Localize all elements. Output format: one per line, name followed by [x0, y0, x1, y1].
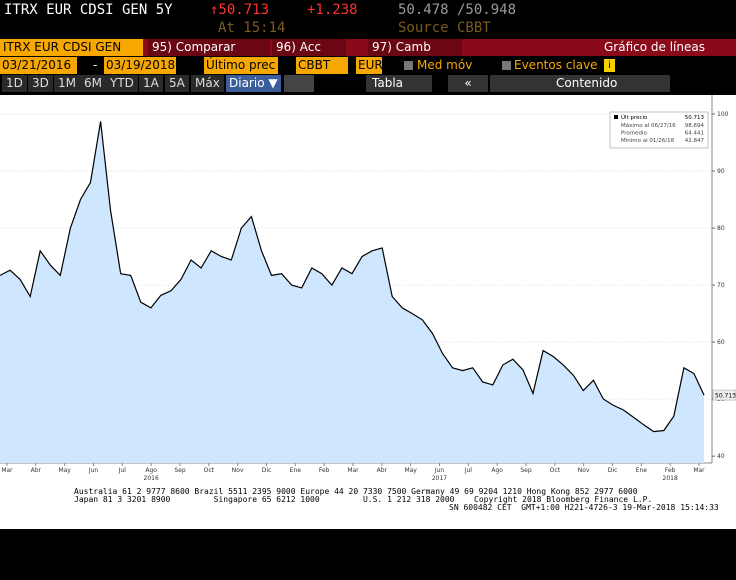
- end-date[interactable]: 03/19/2018: [104, 57, 176, 74]
- x-tick-label: Ene: [636, 467, 648, 474]
- area: [0, 121, 704, 464]
- toolbar: ITRX EUR CDSI GEN 95) Comparar 96) Acc 9…: [0, 39, 736, 56]
- content[interactable]: Contenido: [490, 75, 670, 92]
- period[interactable]: Máx: [191, 75, 224, 92]
- separator: -: [93, 58, 98, 72]
- x-tick-label: Oct: [204, 467, 215, 474]
- moving-average[interactable]: Med móv: [417, 58, 473, 72]
- legend-label: Últ precio: [621, 114, 648, 121]
- period[interactable]: 3D: [28, 75, 53, 92]
- button[interactable]: 97) Camb: [368, 39, 462, 56]
- x-tick-label: Jun: [88, 467, 99, 474]
- x-tick-label: Jul: [464, 467, 473, 474]
- time: At 15:14: [218, 20, 286, 36]
- footer-line: Japan 81 3 3201 8900 Singapore 65 6212 1…: [74, 495, 455, 504]
- year-label: 2016: [144, 475, 159, 482]
- x-tick-label: May: [404, 467, 417, 474]
- security[interactable]: ITRX EUR CDSI GEN: [0, 39, 143, 56]
- x-tick-label: Dic: [608, 467, 618, 474]
- y-tick-label: 60: [717, 339, 725, 346]
- x-tick-label: Nov: [578, 467, 590, 474]
- footer: Australia 61 2 9777 8600 Brazil 5511 239…: [0, 485, 736, 529]
- button[interactable]: 95) Comparar: [148, 39, 270, 56]
- year-label: 2018: [663, 475, 678, 482]
- source: Source CBBT: [398, 20, 491, 36]
- x-tick-label: Jul: [118, 467, 127, 474]
- legend-value: 98.694: [685, 123, 705, 129]
- footer-line: SN 600482 CET GMT+1:00 H221-4726-3 19-Ma…: [449, 503, 719, 512]
- x-tick-label: Feb: [665, 467, 676, 474]
- footer-line: Australia 61 2 9777 8600 Brazil 5511 239…: [74, 487, 638, 496]
- y-tick-label: 70: [717, 282, 725, 289]
- legend: Últ precio 50.713 Máximo al 06/27/16 98.694…: [609, 111, 709, 149]
- bid-ask: 50.478 /50.948: [398, 2, 517, 18]
- frequency[interactable]: Diario ▼: [226, 75, 281, 92]
- table[interactable]: Tabla: [366, 75, 432, 92]
- line: [0, 121, 705, 433]
- checkbox[interactable]: [502, 61, 511, 70]
- x-tick-label: Ene: [290, 467, 302, 474]
- chart-icon[interactable]: [284, 75, 314, 92]
- legend-swatch: [614, 115, 618, 119]
- legend-box: [609, 111, 709, 149]
- footer-line: Copyright 2018 Bloomberg Finance L.P.: [474, 495, 653, 504]
- screen: {"header":{"ticker":"ITRX EUR CDSI GEN 5…: [0, 0, 736, 529]
- x-tick-label: Abr: [377, 467, 388, 474]
- ticker: ITRX EUR CDSI GEN 5Y: [4, 2, 173, 18]
- x-tick-label: Sep: [520, 467, 532, 474]
- x-tick-label: Feb: [319, 467, 330, 474]
- button[interactable]: 96) Acc: [272, 39, 346, 56]
- legend-value: 50.713: [685, 115, 705, 121]
- x-tick-label: May: [58, 467, 71, 474]
- period[interactable]: 1M: [54, 75, 80, 92]
- period[interactable]: 5A: [165, 75, 189, 92]
- currency[interactable]: EUR: [356, 57, 383, 74]
- period[interactable]: 1D: [2, 75, 27, 92]
- x-tick-label: Mar: [347, 467, 359, 474]
- period[interactable]: YTD: [106, 75, 138, 92]
- settings: 03/21/2016 - 03/19/2018 Último prec CBBT…: [0, 57, 736, 74]
- legend-label: Mínimo al 01/26/18: [621, 137, 675, 144]
- x-tick-label: Ago: [145, 467, 157, 474]
- field[interactable]: Último prec: [204, 57, 278, 74]
- period[interactable]: 6M: [80, 75, 106, 92]
- legend-label: Máximo al 06/27/16: [621, 122, 676, 129]
- x-tick-label: Oct: [550, 467, 561, 474]
- x-tick-label: Abr: [31, 467, 42, 474]
- x-tick-label: Dic: [262, 467, 272, 474]
- y-tick-label: 40: [717, 453, 725, 460]
- y-tick-label: 100: [717, 111, 729, 118]
- legend-value: 64.441: [685, 131, 704, 137]
- x-tick-label: Nov: [232, 467, 244, 474]
- period-bar: Diario ▼ Tabla « Contenido 1D 3D 1M 6M YTD 1A…: [0, 75, 736, 92]
- source[interactable]: CBBT: [296, 57, 348, 74]
- last-price: ↑50.713: [210, 2, 270, 18]
- chart: 40506070809010050.713MarAbrMayJunJulAgoS…: [0, 95, 736, 485]
- legend-value: 42.847: [685, 138, 705, 144]
- y-tick-label: 80: [717, 225, 725, 232]
- period[interactable]: 1A: [139, 75, 163, 92]
- year-label: 2017: [432, 475, 447, 482]
- checkbox[interactable]: [404, 61, 413, 70]
- info[interactable]: i: [604, 59, 615, 72]
- key-events[interactable]: Eventos clave: [514, 58, 598, 72]
- y-tick-label: 90: [717, 168, 725, 175]
- x-tick-label: Mar: [1, 467, 13, 474]
- back[interactable]: «: [448, 75, 488, 92]
- change: +1.238: [307, 2, 358, 18]
- last-price-tag: [712, 389, 736, 401]
- view[interactable]: Gráfico de líneas: [604, 40, 705, 54]
- x-tick-label: Sep: [174, 467, 186, 474]
- start-date[interactable]: 03/21/2016: [0, 57, 77, 74]
- last-price-label: 50.713: [715, 393, 736, 400]
- x-tick-label: Jun: [434, 467, 445, 474]
- x-tick-label: Ago: [491, 467, 503, 474]
- x-tick-label: Mar: [693, 467, 705, 474]
- legend-label: Promedio: [621, 131, 647, 137]
